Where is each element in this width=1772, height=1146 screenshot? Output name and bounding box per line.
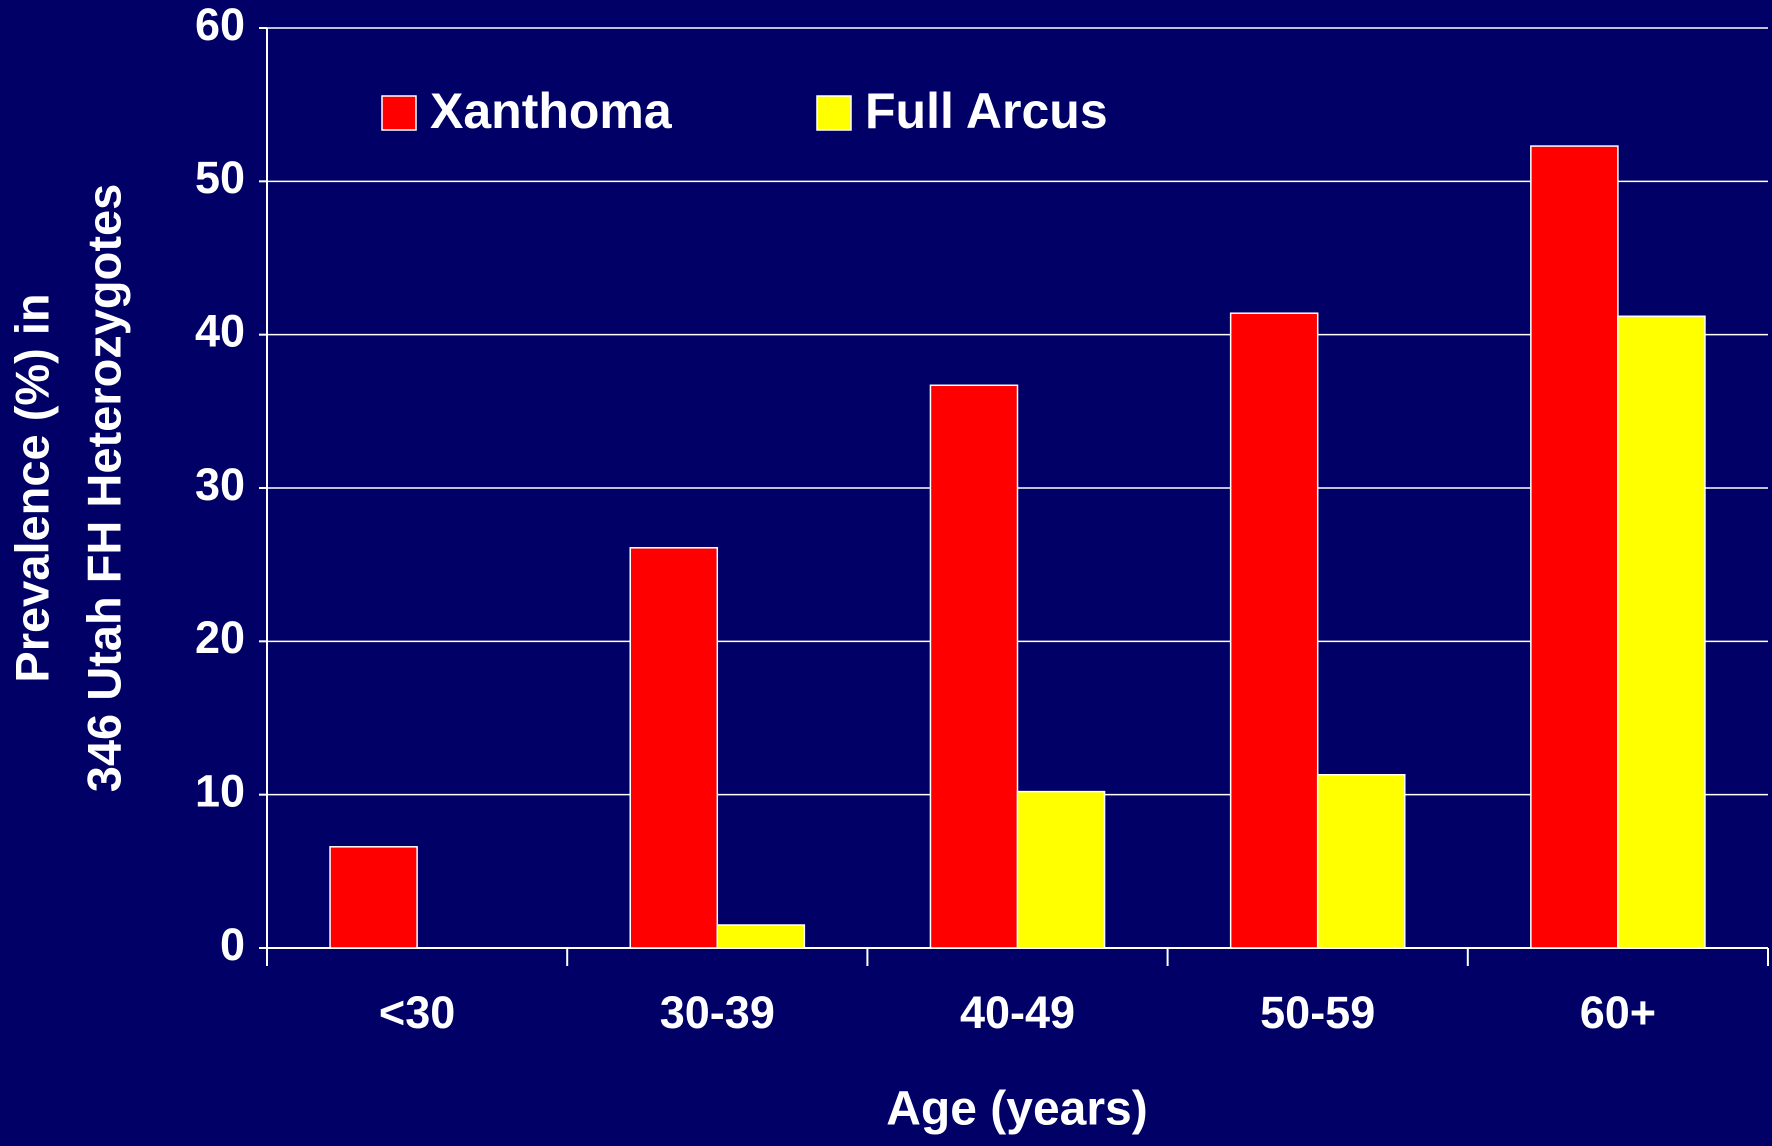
y-tick-label: 50	[195, 152, 245, 203]
y-axis-title: 346 Utah FH Heterozygotes	[77, 184, 130, 793]
bar	[1316, 773, 1406, 949]
x-tick-label: <30	[379, 987, 455, 1038]
y-tick-label: 40	[195, 306, 245, 357]
bar	[716, 924, 806, 949]
bar	[1016, 790, 1106, 949]
x-tick-label: 40-49	[960, 987, 1075, 1038]
x-axis-title: Age (years)	[886, 1083, 1147, 1136]
y-tick-label: 30	[195, 459, 245, 510]
x-tick-label: 60+	[1580, 987, 1656, 1038]
y-tick-label: 0	[220, 919, 245, 970]
y-tick-label: 20	[195, 612, 245, 663]
bar	[1617, 315, 1706, 949]
y-axis-title: Prevalence (%) in	[5, 293, 58, 682]
x-tick-label: 50-59	[1260, 987, 1375, 1038]
legend-label: Xanthoma	[430, 83, 673, 139]
y-tick-label: 60	[195, 0, 245, 50]
bar	[629, 547, 719, 949]
legend-label: Full Arcus	[865, 83, 1108, 139]
x-tick-label: 30-39	[660, 987, 775, 1038]
bar	[329, 846, 418, 949]
bar	[1229, 312, 1319, 949]
legend-swatch	[381, 95, 417, 131]
bar	[929, 384, 1019, 949]
legend-swatch	[816, 95, 852, 131]
y-tick-label: 10	[195, 766, 245, 817]
bar	[1530, 145, 1619, 949]
